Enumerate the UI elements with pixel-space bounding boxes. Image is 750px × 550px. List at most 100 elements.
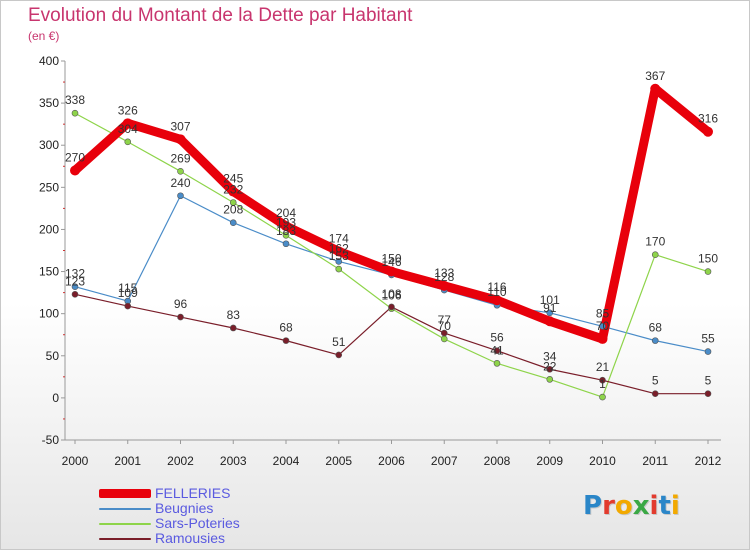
logo-letter: i	[649, 491, 659, 521]
data-label: 338	[65, 93, 85, 107]
data-point	[124, 302, 132, 310]
data-point	[335, 265, 343, 273]
data-label: 77	[438, 313, 452, 327]
data-label: 133	[434, 266, 454, 280]
data-point	[71, 109, 79, 117]
data-point	[175, 134, 186, 145]
data-point	[229, 199, 237, 206]
y-tick-label: -50	[42, 433, 60, 447]
data-label: 83	[227, 308, 241, 322]
data-label: 5	[705, 374, 712, 388]
data-label: 150	[698, 252, 718, 266]
data-point	[544, 316, 555, 327]
legend-swatch	[99, 508, 151, 510]
data-label: 326	[118, 103, 138, 117]
data-point	[546, 365, 554, 373]
data-label: 106	[381, 289, 401, 303]
data-label: 1	[599, 377, 606, 391]
legend-swatch	[99, 489, 151, 498]
x-tick-label: 2003	[220, 454, 247, 468]
x-tick-label: 2001	[114, 454, 141, 468]
logo-letter: t	[658, 491, 671, 521]
data-point	[599, 322, 606, 330]
data-point	[282, 337, 290, 344]
data-label: 245	[223, 172, 243, 186]
logo-letter: o	[614, 491, 633, 521]
series-lines	[70, 84, 713, 398]
x-tick-label: 2012	[695, 454, 722, 468]
data-point	[177, 192, 184, 200]
series-points	[70, 83, 713, 401]
y-tick-label: 400	[39, 54, 59, 68]
x-tick-label: 2004	[273, 454, 300, 468]
data-label: 101	[540, 293, 560, 307]
data-label: 316	[698, 112, 718, 126]
y-tick-label: 200	[39, 222, 59, 236]
data-label: 115	[118, 281, 137, 295]
data-label: 170	[645, 235, 665, 249]
data-point	[703, 126, 713, 137]
y-tick-label: 50	[46, 349, 60, 363]
data-label: 34	[543, 349, 557, 363]
legend-label: FELLERIES	[155, 485, 231, 501]
legend-label: Beugnies	[155, 500, 214, 516]
data-point	[704, 348, 712, 355]
x-tick-label: 2009	[536, 454, 563, 468]
data-point	[335, 258, 343, 265]
logo-letter: r	[602, 491, 615, 521]
data-label: 41	[490, 343, 504, 357]
data-label: 304	[118, 122, 138, 136]
data-point	[651, 251, 659, 259]
data-point	[71, 290, 79, 298]
chart-subtitle: (en €)	[28, 29, 60, 43]
x-tick-label: 2011	[642, 454, 668, 468]
data-point	[122, 118, 133, 129]
data-label: 21	[596, 360, 610, 374]
data-label: 240	[170, 176, 190, 190]
data-point	[386, 266, 397, 277]
data-point	[71, 283, 79, 291]
data-label: 193	[276, 215, 296, 229]
data-point	[282, 232, 290, 239]
data-point	[546, 309, 554, 317]
data-point	[333, 246, 344, 257]
data-label: 91	[543, 301, 557, 315]
data-point	[229, 219, 237, 227]
data-label: 270	[65, 150, 85, 164]
data-label: 110	[487, 285, 506, 299]
data-point	[70, 165, 80, 176]
x-tick-label: 2007	[431, 454, 458, 468]
logo-letter: P	[583, 491, 603, 521]
data-label: 128	[434, 270, 454, 284]
data-label: 269	[170, 151, 190, 165]
data-point	[177, 313, 184, 321]
logo-letter: x	[632, 491, 650, 521]
data-point	[281, 221, 291, 232]
data-label: 232	[223, 182, 243, 196]
data-point	[493, 347, 501, 355]
data-point	[704, 268, 712, 275]
proxiti-logo: Proxiti	[583, 491, 680, 521]
data-label: 183	[276, 224, 296, 238]
x-tick-label: 2006	[378, 454, 405, 468]
data-label: 132	[65, 267, 85, 281]
data-point	[651, 337, 659, 344]
data-label: 367	[645, 69, 665, 83]
x-tick-label: 2000	[62, 454, 89, 468]
data-label: 70	[596, 319, 610, 333]
legend-swatch	[99, 538, 151, 540]
data-point	[651, 390, 659, 397]
chart-title: Evolution du Montant de la Dette par Hab…	[28, 5, 413, 26]
data-label: 68	[279, 321, 293, 335]
data-point	[388, 303, 395, 311]
data-label: 85	[596, 306, 610, 320]
data-label: 96	[174, 297, 188, 311]
data-point	[599, 376, 606, 384]
data-point	[597, 333, 608, 344]
y-tick-label: 350	[39, 96, 59, 110]
data-point	[439, 280, 450, 291]
logo-letter: i	[670, 491, 680, 521]
data-label: 22	[543, 359, 557, 373]
